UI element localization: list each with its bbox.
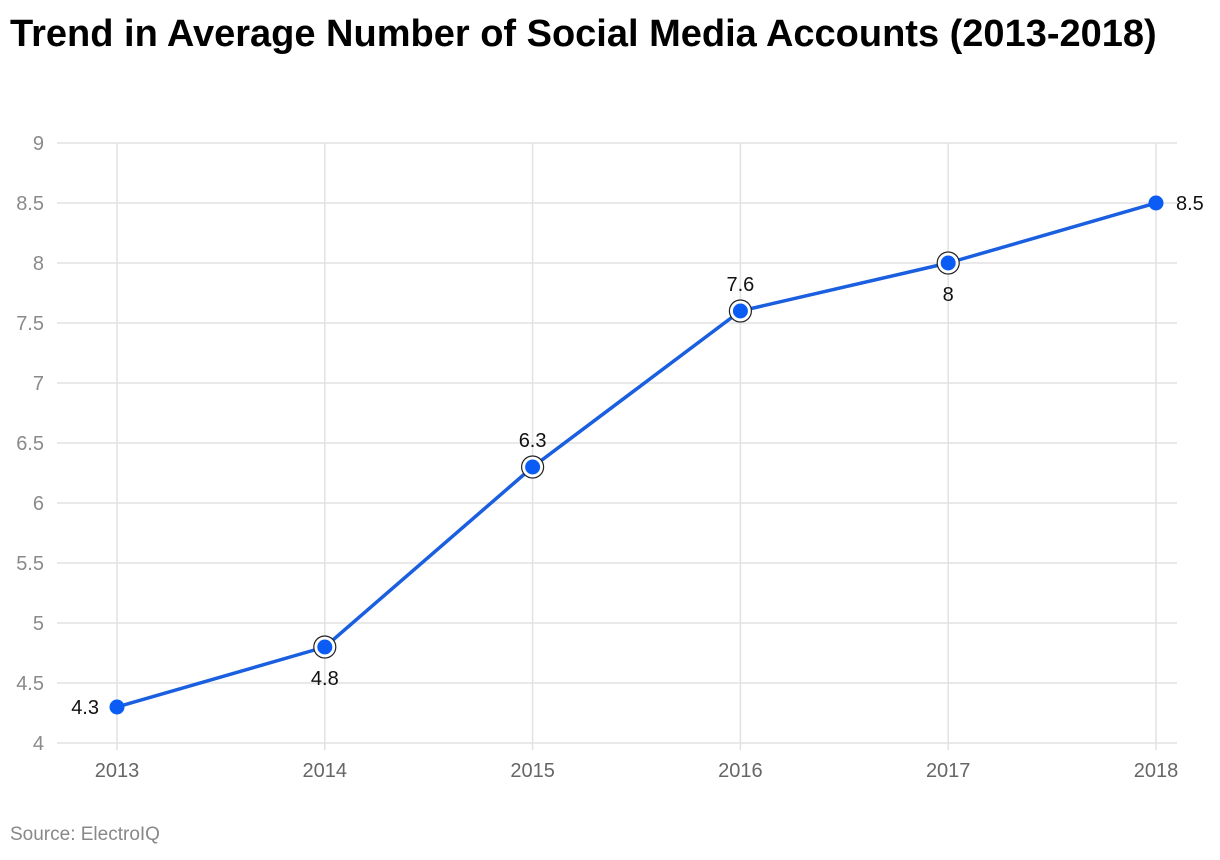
data-label: 4.8: [311, 668, 339, 690]
series-line: [116, 201, 1157, 709]
data-point: [1148, 195, 1164, 211]
data-label: 8: [943, 284, 954, 306]
y-tick-label: 7.5: [16, 313, 44, 335]
data-point: [525, 459, 541, 475]
y-tick-label: 6: [33, 493, 44, 515]
data-point: [732, 303, 748, 319]
data-label: 6.3: [519, 430, 547, 452]
y-tick-label: 4: [33, 733, 44, 755]
x-tick-label: 2016: [718, 760, 763, 782]
y-tick-label: 8: [33, 253, 44, 275]
chart-title: Trend in Average Number of Social Media …: [10, 13, 1157, 55]
y-tick-label: 5.5: [16, 553, 44, 575]
data-label: 8.5: [1176, 193, 1204, 215]
x-tick-label: 2013: [95, 760, 140, 782]
source-note: Source: ElectroIQ: [10, 824, 160, 845]
y-tick-label: 7: [33, 373, 44, 395]
data-point: [317, 639, 333, 655]
y-tick-label: 9: [33, 133, 44, 155]
y-tick-label: 8.5: [16, 193, 44, 215]
y-tick-label: 4.5: [16, 673, 44, 695]
data-point: [940, 255, 956, 271]
x-tick-label: 2017: [926, 760, 971, 782]
x-tick-label: 2015: [510, 760, 555, 782]
data-label: 4.3: [71, 697, 99, 719]
data-point: [109, 699, 125, 715]
x-tick-label: 2018: [1134, 760, 1179, 782]
x-tick-label: 2014: [303, 760, 348, 782]
data-label: 7.6: [726, 274, 754, 296]
y-tick-label: 6.5: [16, 433, 44, 455]
y-tick-label: 5: [33, 613, 44, 635]
